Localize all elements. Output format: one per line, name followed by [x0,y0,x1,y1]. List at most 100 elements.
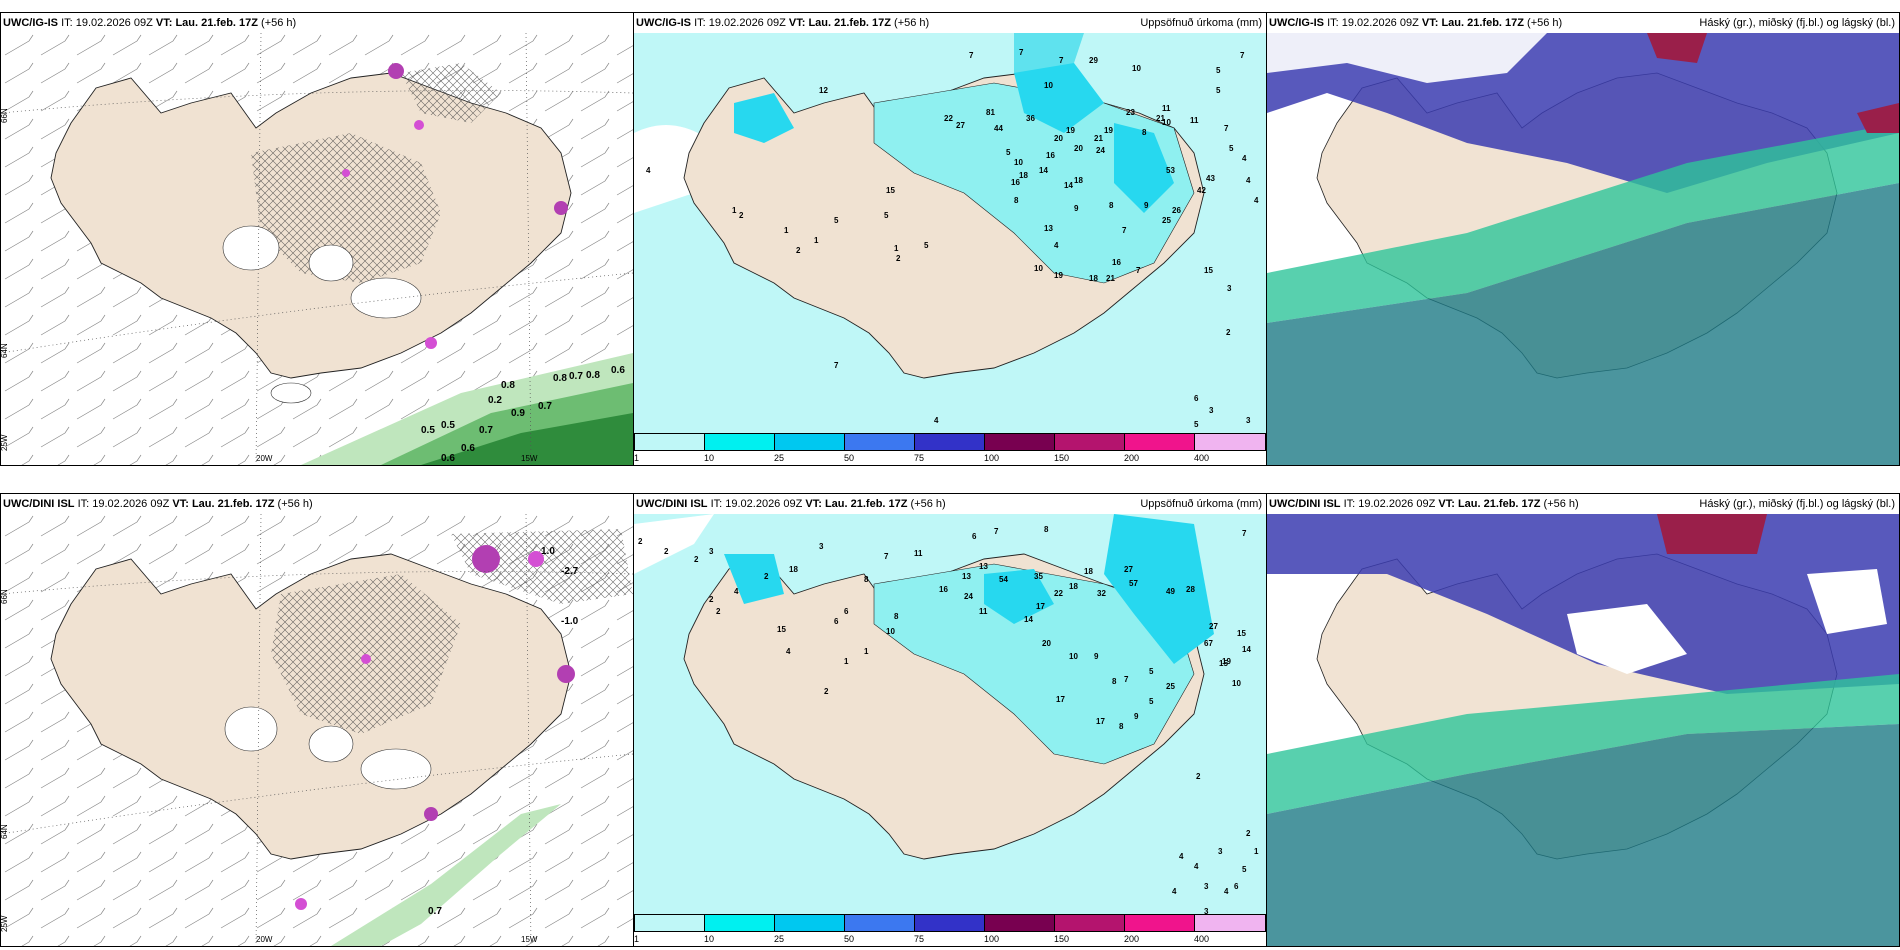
vt-value: Lau. 21.feb. 17Z [191,498,275,510]
svg-text:3: 3 [709,547,714,556]
legend-swatch-150 [1054,433,1125,451]
svg-text:19: 19 [1066,126,1075,135]
svg-text:3: 3 [1204,907,1209,916]
svg-text:4: 4 [734,587,739,596]
svg-text:19: 19 [1222,657,1231,666]
svg-text:7: 7 [994,527,999,536]
panel-header: UWC/DINI ISL IT: 19.02.2026 09Z VT: Lau.… [1269,498,1579,510]
legend-swatch-50 [844,433,915,451]
legend-swatch-400 [1194,433,1266,451]
value-label: 0.6 [461,443,475,454]
svg-text:1: 1 [894,244,899,253]
svg-text:27: 27 [956,121,965,130]
legend-swatch-100 [984,433,1055,451]
svg-text:15: 15 [1237,629,1246,638]
it-label: IT: [694,17,706,29]
legend-swatch-50 [844,914,915,932]
svg-text:2: 2 [824,687,829,696]
svg-text:4: 4 [1179,852,1184,861]
svg-text:11: 11 [914,549,923,558]
svg-text:20: 20 [1054,134,1063,143]
svg-text:6: 6 [972,532,977,541]
value-label: 0.7 [479,425,493,436]
svg-text:43: 43 [1206,174,1215,183]
svg-text:3: 3 [1227,284,1232,293]
wind-map-bottom: 1.0 -2.7 -1.0 0.7 20W 15W 66N 64N 25W [1,514,633,946]
svg-text:44: 44 [994,124,1003,133]
axis-label-64n: 64N [1,343,9,358]
svg-text:4: 4 [1054,241,1059,250]
svg-text:10: 10 [1044,81,1053,90]
panel-header: UWC/IG-IS IT: 19.02.2026 09Z VT: Lau. 21… [1269,17,1562,29]
svg-text:5: 5 [1216,86,1221,95]
model-name: UWC/IG-IS [3,17,58,29]
svg-text:5: 5 [834,216,839,225]
svg-text:67: 67 [1204,639,1213,648]
svg-text:9: 9 [1144,201,1149,210]
svg-text:20: 20 [1042,639,1051,648]
value-label: 1.0 [541,546,555,557]
svg-text:10: 10 [1014,158,1023,167]
svg-text:35: 35 [1034,572,1043,581]
svg-text:5: 5 [884,211,889,220]
svg-text:28: 28 [1186,585,1195,594]
svg-text:6: 6 [1234,882,1239,891]
svg-text:13: 13 [979,562,988,571]
svg-text:24: 24 [1096,146,1105,155]
svg-text:1: 1 [1254,847,1259,856]
svg-text:26: 26 [1172,206,1181,215]
wind-map-top: 0.8 0.8 0.7 0.8 0.6 0.2 0.7 0.9 0.5 0.5 … [1,33,633,465]
svg-text:7: 7 [1240,51,1245,60]
cloud-map-bottom [1267,514,1899,946]
svg-text:10: 10 [1232,679,1241,688]
it-value: 19.02.2026 09Z [1358,498,1436,510]
panel-top-right: UWC/IG-IS IT: 19.02.2026 09Z VT: Lau. 21… [1266,12,1900,466]
svg-text:13: 13 [962,572,971,581]
vt-label: VT: [788,17,806,29]
it-value: 19.02.2026 09Z [708,17,786,29]
legend-tick: 1 [634,934,640,944]
svg-text:53: 53 [1166,166,1175,175]
value-label: 0.7 [538,401,552,412]
legend-swatch-200 [1124,433,1195,451]
vt-label: VT: [155,17,173,29]
svg-text:22: 22 [944,114,953,123]
legend-swatch-400 [1194,914,1266,932]
svg-text:54: 54 [999,575,1008,584]
svg-text:15: 15 [1204,266,1213,275]
lead-time: (+56 h) [1527,17,1563,29]
axis-label-25w: 25W [1,434,9,451]
model-name: UWC/IG-IS [636,17,691,29]
svg-text:18: 18 [1074,176,1083,185]
svg-text:2: 2 [739,211,744,220]
svg-text:16: 16 [1011,178,1020,187]
legend-swatch-75 [914,433,985,451]
svg-text:2: 2 [1226,328,1231,337]
lead-time: (+56 h) [261,17,297,29]
svg-text:11: 11 [1190,116,1199,125]
panel-top-left: UWC/IG-IS IT: 19.02.2026 09Z VT: Lau. 21… [0,12,634,466]
svg-text:11: 11 [979,607,988,616]
legend-tick: 200 [1124,453,1140,463]
legend-tick: 100 [984,453,1000,463]
axis-label-20w: 20W [256,935,273,944]
panel-bot-mid: UWC/DINI ISL IT: 19.02.2026 09Z VT: Lau.… [633,493,1267,947]
legend-swatch-1 [634,914,705,932]
lead-time: (+56 h) [910,498,946,510]
value-label: 0.2 [488,395,502,406]
legend-tick: 400 [1194,934,1210,944]
svg-text:3: 3 [819,542,824,551]
it-label: IT: [61,17,73,29]
svg-text:4: 4 [1224,887,1229,896]
svg-text:18: 18 [1019,171,1028,180]
svg-text:15: 15 [777,625,786,634]
legend-tick: 50 [844,453,855,463]
legend-tick: 25 [774,453,785,463]
svg-text:14: 14 [1242,645,1251,654]
vt-label: VT: [1421,17,1439,29]
svg-text:42: 42 [1197,186,1206,195]
svg-text:13: 13 [1044,224,1053,233]
svg-text:10: 10 [886,627,895,636]
svg-text:1: 1 [784,226,789,235]
svg-text:7: 7 [1059,56,1064,65]
